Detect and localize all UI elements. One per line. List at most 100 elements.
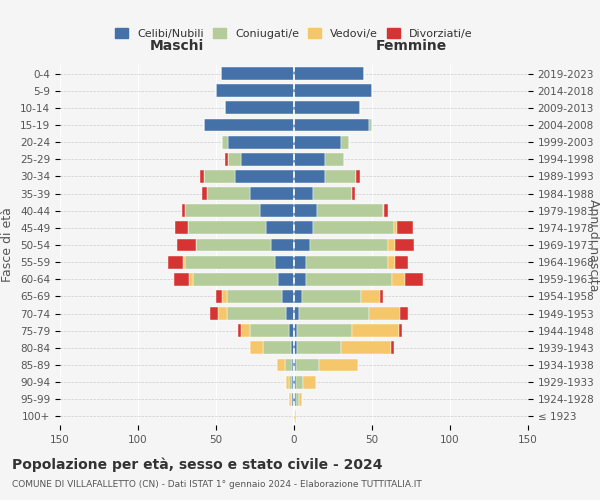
Bar: [388, 238, 395, 252]
Bar: [361, 290, 380, 303]
Bar: [250, 324, 289, 337]
Legend: Celibi/Nubili, Coniugati/e, Vedovi/e, Divorziati/e: Celibi/Nubili, Coniugati/e, Vedovi/e, Di…: [111, 24, 477, 44]
Bar: [286, 307, 294, 320]
Bar: [222, 136, 229, 148]
Bar: [278, 273, 294, 285]
Bar: [291, 342, 294, 354]
Bar: [271, 238, 294, 252]
Bar: [307, 256, 388, 268]
Bar: [174, 273, 190, 285]
Bar: [302, 290, 361, 303]
Bar: [263, 342, 291, 354]
Bar: [190, 273, 193, 285]
Bar: [400, 307, 408, 320]
Bar: [356, 170, 359, 183]
Bar: [216, 290, 222, 303]
Bar: [294, 358, 296, 372]
Bar: [289, 376, 292, 388]
Bar: [216, 84, 294, 97]
Text: Popolazione per età, sesso e stato civile - 2024: Popolazione per età, sesso e stato civil…: [12, 458, 383, 472]
Bar: [210, 307, 218, 320]
Bar: [229, 136, 294, 148]
Bar: [202, 187, 206, 200]
Bar: [193, 273, 278, 285]
Bar: [317, 204, 383, 217]
Bar: [167, 256, 183, 268]
Bar: [292, 358, 294, 372]
Bar: [294, 102, 359, 114]
Bar: [227, 290, 281, 303]
Bar: [294, 153, 325, 166]
Bar: [294, 273, 307, 285]
Bar: [286, 376, 289, 388]
Bar: [294, 222, 313, 234]
Bar: [369, 118, 372, 132]
Bar: [177, 238, 196, 252]
Bar: [296, 358, 319, 372]
Bar: [281, 290, 294, 303]
Bar: [294, 376, 296, 388]
Bar: [294, 136, 341, 148]
Bar: [299, 393, 302, 406]
Bar: [250, 187, 294, 200]
Bar: [235, 170, 294, 183]
Bar: [294, 118, 369, 132]
Bar: [266, 222, 294, 234]
Bar: [380, 290, 383, 303]
Bar: [185, 204, 260, 217]
Bar: [352, 324, 398, 337]
Bar: [294, 170, 325, 183]
Bar: [226, 102, 294, 114]
Bar: [289, 393, 291, 406]
Bar: [395, 238, 414, 252]
Bar: [229, 153, 241, 166]
Bar: [385, 204, 388, 217]
Bar: [369, 307, 400, 320]
Bar: [383, 204, 385, 217]
Bar: [297, 342, 341, 354]
Bar: [294, 324, 297, 337]
Bar: [183, 256, 185, 268]
Bar: [206, 187, 250, 200]
Bar: [296, 393, 299, 406]
Bar: [341, 342, 391, 354]
Bar: [341, 136, 349, 148]
Bar: [218, 307, 227, 320]
Bar: [200, 170, 203, 183]
Text: Maschi: Maschi: [150, 39, 204, 53]
Bar: [294, 238, 310, 252]
Bar: [294, 342, 297, 354]
Bar: [310, 238, 388, 252]
Bar: [289, 324, 294, 337]
Bar: [304, 376, 316, 388]
Bar: [260, 204, 294, 217]
Bar: [299, 307, 369, 320]
Bar: [325, 170, 356, 183]
Bar: [325, 153, 344, 166]
Bar: [294, 84, 372, 97]
Bar: [185, 256, 275, 268]
Bar: [182, 204, 185, 217]
Bar: [296, 376, 304, 388]
Bar: [277, 358, 284, 372]
Y-axis label: Anni di nascita: Anni di nascita: [587, 198, 600, 291]
Bar: [294, 256, 307, 268]
Y-axis label: Fasce di età: Fasce di età: [1, 208, 14, 282]
Text: COMUNE DI VILLAFALLETTO (CN) - Dati ISTAT 1° gennaio 2024 - Elaborazione TUTTITA: COMUNE DI VILLAFALLETTO (CN) - Dati ISTA…: [12, 480, 422, 489]
Bar: [388, 256, 395, 268]
Bar: [188, 222, 266, 234]
Bar: [227, 307, 286, 320]
Bar: [241, 324, 250, 337]
Bar: [275, 256, 294, 268]
Bar: [294, 393, 296, 406]
Bar: [241, 153, 294, 166]
Bar: [398, 324, 401, 337]
Bar: [250, 342, 263, 354]
Bar: [292, 393, 294, 406]
Text: Femmine: Femmine: [376, 39, 446, 53]
Bar: [221, 67, 294, 80]
Bar: [284, 358, 292, 372]
Bar: [352, 187, 355, 200]
Bar: [313, 187, 352, 200]
Bar: [291, 393, 292, 406]
